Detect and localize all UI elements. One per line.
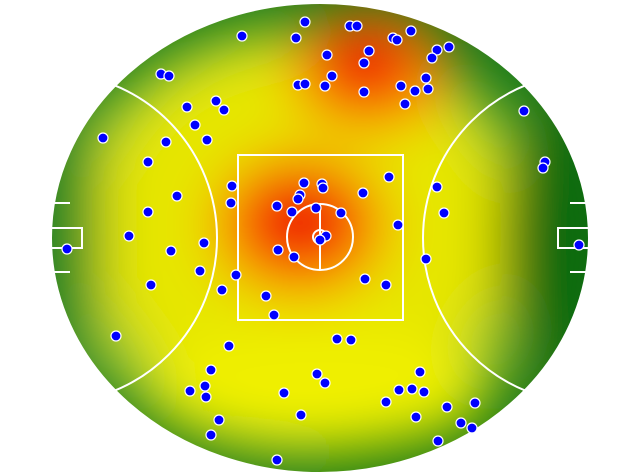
point <box>363 45 375 57</box>
points <box>61 16 585 466</box>
point <box>142 156 154 168</box>
point <box>414 366 426 378</box>
point <box>420 72 432 84</box>
point <box>61 243 73 255</box>
point <box>383 171 395 183</box>
point <box>431 44 443 56</box>
point <box>358 57 370 69</box>
point <box>518 105 530 117</box>
point <box>165 245 177 257</box>
point <box>319 377 331 389</box>
point <box>321 49 333 61</box>
point <box>466 422 478 434</box>
point <box>268 309 280 321</box>
point <box>393 384 405 396</box>
point <box>469 397 481 409</box>
point <box>278 387 290 399</box>
point <box>380 279 392 291</box>
point <box>441 401 453 413</box>
point <box>226 180 238 192</box>
point <box>213 414 225 426</box>
point <box>326 70 338 82</box>
point <box>97 132 109 144</box>
point <box>184 385 196 397</box>
point <box>223 340 235 352</box>
point <box>357 187 369 199</box>
point <box>271 200 283 212</box>
point <box>392 219 404 231</box>
point <box>317 182 329 194</box>
point <box>160 136 172 148</box>
point <box>210 95 222 107</box>
point <box>163 70 175 82</box>
point <box>201 134 213 146</box>
point <box>380 396 392 408</box>
point <box>290 32 302 44</box>
point <box>123 230 135 242</box>
point <box>537 162 549 174</box>
point <box>426 52 438 64</box>
point <box>110 330 122 342</box>
point <box>431 181 443 193</box>
point <box>391 34 403 46</box>
point <box>298 177 310 189</box>
point <box>288 251 300 263</box>
point <box>310 202 322 214</box>
point <box>198 237 210 249</box>
point <box>218 104 230 116</box>
point <box>418 386 430 398</box>
point <box>331 333 343 345</box>
point <box>145 279 157 291</box>
point <box>573 239 585 251</box>
point <box>216 284 228 296</box>
point <box>236 30 248 42</box>
point <box>171 190 183 202</box>
point <box>438 207 450 219</box>
point <box>443 41 455 53</box>
point <box>432 435 444 447</box>
point <box>205 364 217 376</box>
point <box>395 80 407 92</box>
point <box>420 253 432 265</box>
point <box>314 234 326 246</box>
point <box>225 197 237 209</box>
point <box>181 101 193 113</box>
point <box>142 206 154 218</box>
point <box>409 85 421 97</box>
point <box>205 429 217 441</box>
point <box>311 368 323 380</box>
point <box>260 290 272 302</box>
point <box>455 417 467 429</box>
point <box>230 269 242 281</box>
point <box>405 25 417 37</box>
point <box>199 380 211 392</box>
point <box>295 409 307 421</box>
point <box>299 78 311 90</box>
point <box>200 391 212 403</box>
point <box>406 383 418 395</box>
point <box>319 80 331 92</box>
point <box>359 273 371 285</box>
point <box>189 119 201 131</box>
point <box>194 265 206 277</box>
point <box>345 334 357 346</box>
point <box>286 206 298 218</box>
point <box>299 16 311 28</box>
point <box>271 454 283 466</box>
point <box>351 20 363 32</box>
point <box>335 207 347 219</box>
point <box>272 244 284 256</box>
point <box>410 411 422 423</box>
point <box>358 86 370 98</box>
point <box>292 193 304 205</box>
point <box>399 98 411 110</box>
point <box>422 83 434 95</box>
